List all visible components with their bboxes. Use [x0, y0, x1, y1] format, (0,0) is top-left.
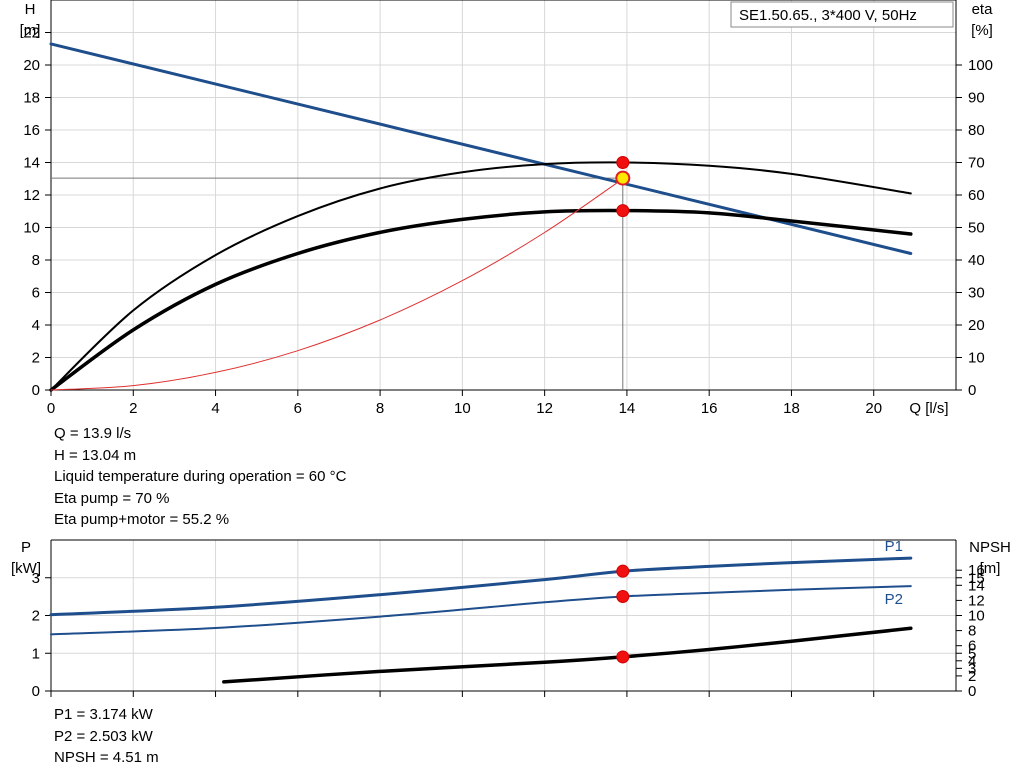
- x-tick-label: 10: [454, 400, 471, 417]
- p1-curve: [49, 556, 913, 617]
- right-tick-label: 90: [968, 90, 985, 107]
- x-tick-label: 6: [294, 400, 302, 417]
- p2-readout: P2 = 2.503 kW: [54, 727, 153, 745]
- left-tick-label: 12: [23, 187, 40, 204]
- left-tick-label: 22: [23, 25, 40, 42]
- eta-pump-motor-curve: [49, 208, 913, 392]
- x-axis-label: Q [l/s]: [909, 400, 948, 417]
- flow-readout: Q = 13.9 l/s: [54, 425, 132, 442]
- left-tick-label: 0: [32, 683, 40, 700]
- right-tick-label: 30: [968, 285, 985, 302]
- eta-pump-motor-marker: [616, 204, 630, 218]
- x-tick-label: 4: [211, 400, 219, 417]
- right-tick-label: 15: [968, 570, 985, 587]
- left-axis-unit: [m]: [20, 22, 41, 39]
- left-tick-label: 14: [23, 155, 40, 172]
- left-axis-unit: [kW]: [11, 560, 41, 577]
- left-tick-label: 6: [32, 285, 40, 302]
- x-tick-label: 12: [536, 400, 553, 417]
- pump-title-box: [730, 1, 954, 28]
- system-curve: [49, 42, 913, 255]
- left-tick-label: 8: [32, 252, 40, 269]
- left-tick-label: 3: [32, 570, 40, 587]
- x-tick-label: 0: [47, 400, 55, 417]
- duty-point-info: Q = 13.9 l/s H = 13.04 m Liquid temperat…: [54, 423, 346, 531]
- eta-pump-marker: [616, 156, 630, 169]
- right-axis-unit: [m]: [980, 560, 1001, 577]
- x-tick-label: 20: [865, 400, 882, 417]
- right-tick-label: 4: [968, 653, 976, 670]
- left-tick-label: 4: [32, 317, 40, 334]
- npsh-curve: [222, 626, 913, 684]
- p2-marker: [616, 590, 630, 604]
- npsh-marker: [616, 650, 630, 664]
- right-tick-label: 12: [968, 592, 985, 609]
- left-tick-label: 10: [23, 220, 40, 237]
- power-info: P1 = 3.174 kW P2 = 2.503 kW NPSH = 4.51 …: [54, 704, 159, 769]
- right-tick-label: 40: [968, 252, 985, 269]
- liquid-temperature-readout: Liquid temperature during operation = 60…: [54, 468, 347, 485]
- eta-pump-readout: Eta pump = 70 %: [54, 489, 170, 507]
- series-label-p1: P1: [885, 538, 903, 555]
- right-tick-label: 0: [968, 382, 976, 399]
- p1-marker: [616, 564, 630, 578]
- right-tick-label: 16: [968, 562, 985, 579]
- eta-pump-motor-readout: Eta pump+motor = 55.2 %: [54, 511, 230, 528]
- left-tick-label: 16: [23, 122, 40, 139]
- p2-curve: [50, 585, 912, 636]
- right-tick-label: 8: [968, 623, 976, 640]
- x-tick-label: 2: [129, 400, 137, 417]
- right-tick-label: 10: [968, 350, 985, 367]
- series-label-p2: P2: [885, 591, 903, 608]
- right-tick-label: 80: [968, 122, 985, 139]
- left-axis-label: P: [21, 539, 31, 556]
- right-tick-label: 5: [968, 645, 976, 662]
- left-tick-label: 2: [32, 350, 40, 367]
- right-tick-label: 100: [968, 57, 993, 74]
- eta-pump-curve: [50, 161, 912, 391]
- p1-readout: P1 = 3.174 kW: [54, 706, 153, 723]
- left-tick-label: 2: [32, 608, 40, 625]
- right-tick-label: 70: [968, 155, 985, 172]
- left-tick-label: 1: [32, 645, 40, 662]
- performance-chart: 0 2 4 6 8 10 12 14 16 18 20 0 2 4 6 8 10 12 14 16 18 20 22 0 10 2…: [20, 0, 994, 417]
- right-tick-label: 2: [968, 668, 976, 685]
- x-tick-label: 18: [783, 400, 800, 417]
- left-tick-label: 20: [23, 57, 40, 74]
- right-tick-label: 20: [968, 317, 985, 334]
- head-readout: H = 13.04 m: [54, 446, 137, 464]
- right-tick-label: 0: [968, 683, 976, 700]
- right-tick-label: 10: [968, 608, 985, 625]
- right-tick-label: 3: [968, 660, 976, 677]
- x-tick-label: 8: [376, 400, 384, 417]
- right-axis-unit: [%]: [971, 22, 993, 39]
- right-tick-label: 60: [968, 187, 985, 204]
- system-resistance-curve: [50, 178, 624, 391]
- left-tick-label: 0: [32, 382, 40, 399]
- right-axis-label: NPSH: [969, 539, 1011, 556]
- x-tick-label: 14: [619, 400, 636, 417]
- right-tick-label: 6: [968, 638, 976, 655]
- x-tick-label: 16: [701, 400, 718, 417]
- left-axis-label: H: [25, 1, 36, 18]
- operating-point-marker: [615, 170, 631, 186]
- right-axis-label: eta: [972, 1, 994, 18]
- npsh-readout: NPSH = 4.51 m: [54, 749, 159, 766]
- right-tick-label: 14: [968, 577, 985, 594]
- left-tick-label: 18: [23, 90, 40, 107]
- pump-title-text: SE1.50.65., 3*400 V, 50Hz: [739, 7, 917, 24]
- right-tick-label: 50: [968, 220, 985, 237]
